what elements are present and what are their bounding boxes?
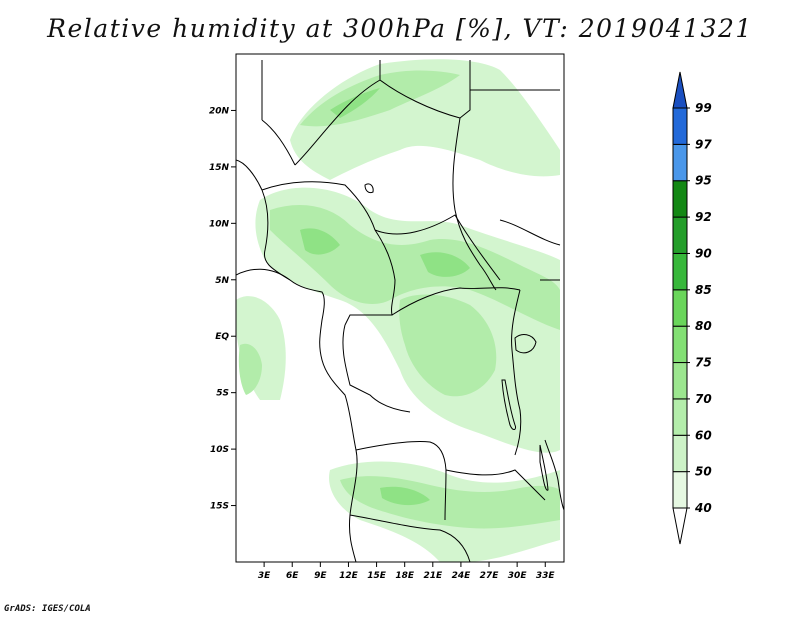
grads-credit: GrADS: IGES/COLA — [4, 604, 91, 614]
border-mali-niger — [294, 60, 381, 166]
lat-tick-label: EQ — [215, 332, 229, 342]
border-car — [374, 214, 501, 281]
border-north-2 — [261, 119, 296, 166]
longitude-axis: 3E 6E 9E 12E 15E 18E 21E 24E 27E 30E 33E — [258, 562, 556, 581]
map-frame — [235, 53, 565, 563]
lon-tick-label: 30E — [508, 571, 528, 581]
colorbar-segment — [672, 107, 688, 145]
colorbar-label: 99 — [695, 101, 712, 115]
border-car-south — [391, 287, 521, 316]
colorbar-label: 40 — [694, 501, 712, 515]
humidity-core-east — [420, 252, 470, 277]
lake-tanganyika — [501, 379, 516, 430]
map-title: Relative humidity at 300hPa [%], VT: 201… — [47, 14, 753, 43]
humidity-core-central — [300, 228, 340, 255]
humidity-band-west — [238, 343, 262, 395]
colorbar-segment — [672, 362, 688, 400]
lon-tick-label: 9E — [314, 571, 327, 581]
border-chad-sudan — [452, 117, 497, 291]
colorbar-segment — [672, 434, 688, 473]
lat-tick-label: 10S — [210, 445, 229, 455]
lon-tick-label: 15E — [367, 571, 387, 581]
colorbar-label: 75 — [695, 356, 712, 370]
border-niger-libya — [379, 60, 471, 119]
humidity-band-central — [270, 205, 560, 330]
colorbar-segment — [672, 143, 688, 182]
lake-malawi — [539, 444, 549, 491]
humidity-core-south — [380, 486, 430, 506]
colorbar-label: 90 — [695, 246, 712, 260]
colorbar-bottom-arrow — [672, 507, 688, 545]
colorbar-legend: 40 50 60 70 75 80 85 90 92 95 97 99 — [672, 71, 712, 545]
colorbar-label: 60 — [695, 428, 712, 442]
lat-tick-label: 15N — [209, 163, 230, 173]
border-drc-west — [342, 324, 411, 413]
lon-tick-label: 3E — [258, 571, 271, 581]
colorbar-label: 50 — [695, 465, 712, 479]
east-coastline — [544, 439, 564, 511]
lake-victoria — [514, 334, 537, 354]
colorbar-segment — [672, 216, 688, 254]
colorbar-label: 80 — [695, 319, 712, 333]
border-cameroon — [344, 229, 396, 326]
colorbar-top-arrow — [672, 71, 688, 109]
colorbar-label: 85 — [695, 283, 712, 297]
colorbar-segment — [672, 252, 688, 291]
border-zambia — [445, 469, 546, 501]
colorbar-label: 97 — [695, 137, 712, 151]
lake-chad — [364, 183, 374, 194]
colorbar-segment — [672, 471, 688, 509]
humidity-band-congo — [399, 294, 497, 397]
colorbar-segment — [672, 325, 688, 364]
lat-tick-label: 5S — [216, 389, 229, 399]
political-boundaries — [236, 60, 564, 562]
colorbar-label: 92 — [695, 210, 712, 224]
border-angola — [355, 441, 447, 521]
border-ethiopia — [499, 219, 561, 246]
latitude-axis: 20N 15N 10N 5N EQ 5S 10S 15S — [209, 106, 236, 512]
lon-tick-label: 6E — [286, 571, 299, 581]
colorbar-label: 70 — [695, 392, 712, 406]
lon-tick-label: 21E — [423, 571, 443, 581]
border-nigeria — [261, 181, 376, 231]
colorbar-label: 95 — [695, 174, 712, 188]
border-drc-east — [511, 289, 522, 456]
border-namibia — [349, 514, 471, 562]
lon-tick-label: 18E — [395, 571, 415, 581]
gulf-of-guinea-coast — [236, 268, 291, 281]
humidity-field — [236, 59, 560, 562]
lon-tick-label: 24E — [452, 571, 472, 581]
lat-tick-label: 20N — [209, 106, 230, 116]
colorbar-segment — [672, 180, 688, 218]
colorbar-segment — [672, 398, 688, 436]
lon-tick-label: 33E — [536, 571, 556, 581]
lon-tick-label: 27E — [480, 571, 500, 581]
colorbar-segment — [672, 289, 688, 327]
lat-tick-label: 10N — [209, 219, 230, 229]
lat-tick-label: 15S — [210, 502, 229, 512]
africa-coastline — [236, 159, 358, 562]
lat-tick-label: 5N — [215, 276, 229, 286]
lon-tick-label: 12E — [339, 571, 359, 581]
